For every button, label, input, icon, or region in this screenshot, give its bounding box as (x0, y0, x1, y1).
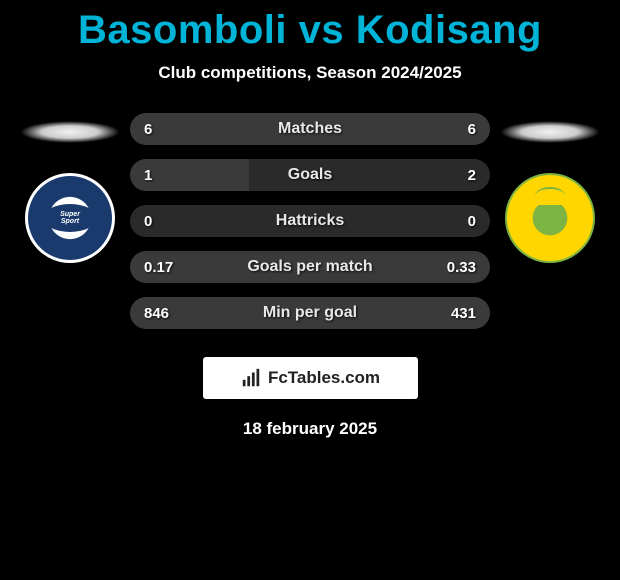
player-shadow-right (500, 121, 600, 143)
club-badge-right (505, 173, 595, 263)
stat-row-hattricks: 0 0 Hattricks (130, 205, 490, 237)
stat-label: Hattricks (276, 212, 344, 230)
club-badge-left: SuperSport (25, 173, 115, 263)
stat-value-left: 0.17 (144, 259, 173, 276)
stat-value-right: 431 (451, 305, 476, 322)
stat-row-min-per-goal: 846 431 Min per goal (130, 297, 490, 329)
subtitle: Club competitions, Season 2024/2025 (0, 63, 620, 83)
date-text: 18 february 2025 (0, 419, 620, 439)
stat-value-right: 0.33 (447, 259, 476, 276)
stat-value-right: 2 (468, 167, 476, 184)
stat-value-right: 0 (468, 213, 476, 230)
chart-icon (240, 367, 262, 389)
stat-label: Min per goal (263, 304, 357, 322)
left-player-side: SuperSport (10, 113, 130, 263)
player-shadow-left (20, 121, 120, 143)
stat-value-left: 1 (144, 167, 152, 184)
page-title: Basomboli vs Kodisang (0, 0, 620, 53)
stat-value-left: 6 (144, 121, 152, 138)
stat-value-left: 846 (144, 305, 169, 322)
stat-row-goals: 1 2 Goals (130, 159, 490, 191)
stat-label: Matches (278, 120, 342, 138)
comparison-content: SuperSport 6 6 Matches 1 2 Goals 0 0 Hattricks 0.… (0, 113, 620, 329)
stat-row-matches: 6 6 Matches (130, 113, 490, 145)
stat-row-goals-per-match: 0.17 0.33 Goals per match (130, 251, 490, 283)
club-badge-left-inner: SuperSport (43, 204, 97, 232)
brand-text: FcTables.com (268, 368, 380, 388)
right-player-side (490, 113, 610, 263)
stat-bars: 6 6 Matches 1 2 Goals 0 0 Hattricks 0.17 0.33 Goals… (130, 113, 490, 329)
stat-label: Goals per match (247, 258, 372, 276)
stat-label: Goals (288, 166, 332, 184)
stat-value-left: 0 (144, 213, 152, 230)
brand-badge: FcTables.com (203, 357, 418, 399)
stat-value-right: 6 (468, 121, 476, 138)
